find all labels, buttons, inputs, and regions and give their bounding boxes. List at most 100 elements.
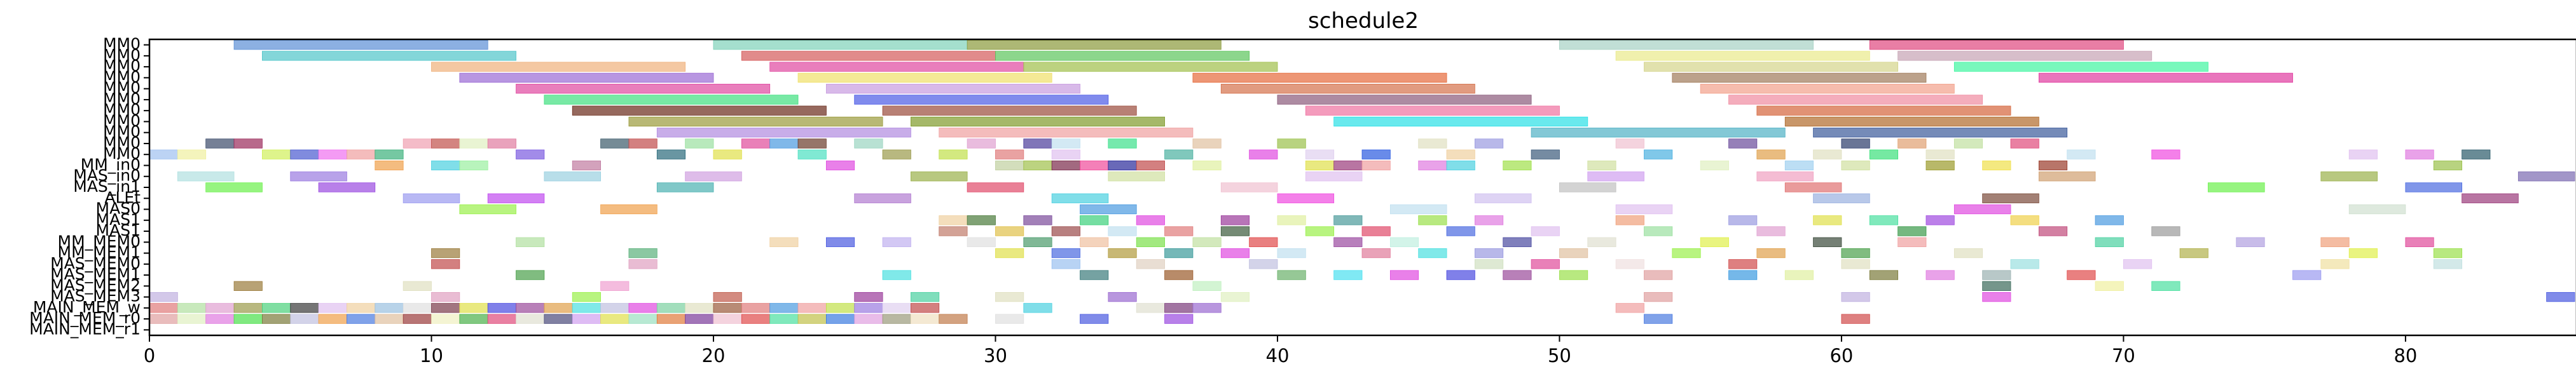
y-tick-label: MM0	[103, 144, 141, 163]
task-bar	[1277, 270, 1306, 280]
task-bar	[2010, 215, 2039, 225]
task-bar	[600, 303, 630, 313]
task-bar	[1925, 270, 1955, 280]
task-bar	[1700, 160, 1729, 171]
task-bar	[1898, 51, 2152, 61]
task-bar	[854, 95, 1109, 105]
task-bar	[2179, 248, 2208, 258]
task-bar	[233, 138, 263, 149]
task-bar	[149, 314, 178, 324]
task-bar	[656, 303, 686, 313]
x-tick-label: 0	[144, 345, 155, 366]
task-bar	[1080, 215, 1109, 225]
task-bar	[882, 237, 911, 247]
task-bar	[1051, 149, 1080, 159]
task-bar	[1531, 259, 1560, 269]
y-tick-label: MM0	[103, 35, 141, 53]
task-bar	[347, 303, 376, 313]
task-bar	[995, 248, 1024, 258]
task-bar	[882, 303, 911, 313]
task-bar	[1841, 292, 1870, 302]
task-bar	[1898, 138, 1927, 149]
task-bar	[1474, 248, 1504, 258]
task-bar	[1982, 160, 2011, 171]
task-bar	[516, 84, 771, 94]
task-bar	[487, 303, 516, 313]
task-bar	[177, 303, 207, 313]
task-bar	[1615, 303, 1644, 313]
task-bar	[1756, 171, 1814, 182]
task-bar	[2405, 149, 2434, 159]
task-bar	[1587, 237, 1616, 247]
task-bar	[797, 72, 1052, 83]
task-bar	[2236, 237, 2265, 247]
task-bar	[1982, 193, 2039, 203]
task-bar	[1615, 51, 1870, 61]
task-bar	[1559, 182, 1616, 192]
task-bar	[1080, 270, 1109, 280]
task-bar	[431, 314, 460, 324]
task-bar	[939, 314, 968, 324]
task-bar	[487, 193, 545, 203]
task-bar	[769, 314, 799, 324]
task-bar	[1841, 248, 1870, 258]
task-bar	[911, 303, 940, 313]
task-bar	[600, 204, 658, 215]
task-bar	[713, 149, 742, 159]
task-bar	[939, 226, 968, 236]
task-bar	[1277, 95, 1532, 105]
task-bar	[1869, 39, 2124, 50]
task-bar	[2067, 270, 2096, 280]
y-tick-label: MAS_in0	[73, 166, 141, 185]
task-bar	[741, 138, 771, 149]
task-bar	[1756, 149, 1786, 159]
task-bar	[1418, 215, 1447, 225]
task-bar	[600, 281, 630, 291]
task-bar	[797, 149, 827, 159]
task-bar	[769, 303, 799, 313]
task-bar	[1051, 138, 1080, 149]
task-bar	[656, 314, 686, 324]
task-bar	[995, 149, 1024, 159]
task-bar	[459, 160, 488, 171]
task-bar	[825, 314, 855, 324]
task-bar	[431, 160, 460, 171]
x-tick-label: 40	[1266, 345, 1290, 366]
task-bar	[1531, 226, 1560, 236]
task-bar	[1953, 248, 1983, 258]
task-bar	[1728, 215, 1758, 225]
task-bar	[1559, 270, 1588, 280]
task-bar	[628, 248, 658, 258]
y-tick-label: MM0	[103, 133, 141, 152]
task-bar	[347, 314, 376, 324]
task-bar	[431, 248, 460, 258]
task-bar	[459, 72, 714, 83]
task-bar	[177, 149, 207, 159]
task-bar	[2038, 72, 2293, 83]
task-bar	[516, 270, 545, 280]
task-bar	[882, 149, 911, 159]
task-bar	[233, 303, 263, 313]
task-bar	[600, 138, 630, 149]
task-bar	[628, 314, 658, 324]
y-tick-label: MM0	[103, 100, 141, 119]
y-tick-label: MAS_MEM1	[50, 265, 141, 283]
task-bar	[1953, 204, 2011, 215]
task-bar	[261, 303, 291, 313]
task-bar	[318, 149, 347, 159]
task-bar	[544, 171, 601, 182]
y-tick-label: MM0	[103, 79, 141, 97]
task-bar	[2517, 171, 2575, 182]
task-bar	[1192, 160, 1222, 171]
task-bar	[2038, 226, 2068, 236]
task-bar	[995, 226, 1024, 236]
task-bar	[1136, 237, 1165, 247]
task-bar	[1784, 182, 1842, 192]
task-bar	[995, 51, 1250, 61]
task-bar	[656, 182, 714, 192]
task-bar	[261, 314, 291, 324]
task-bar	[1136, 215, 1165, 225]
task-bar	[2010, 259, 2039, 269]
task-bar	[1164, 303, 1194, 313]
